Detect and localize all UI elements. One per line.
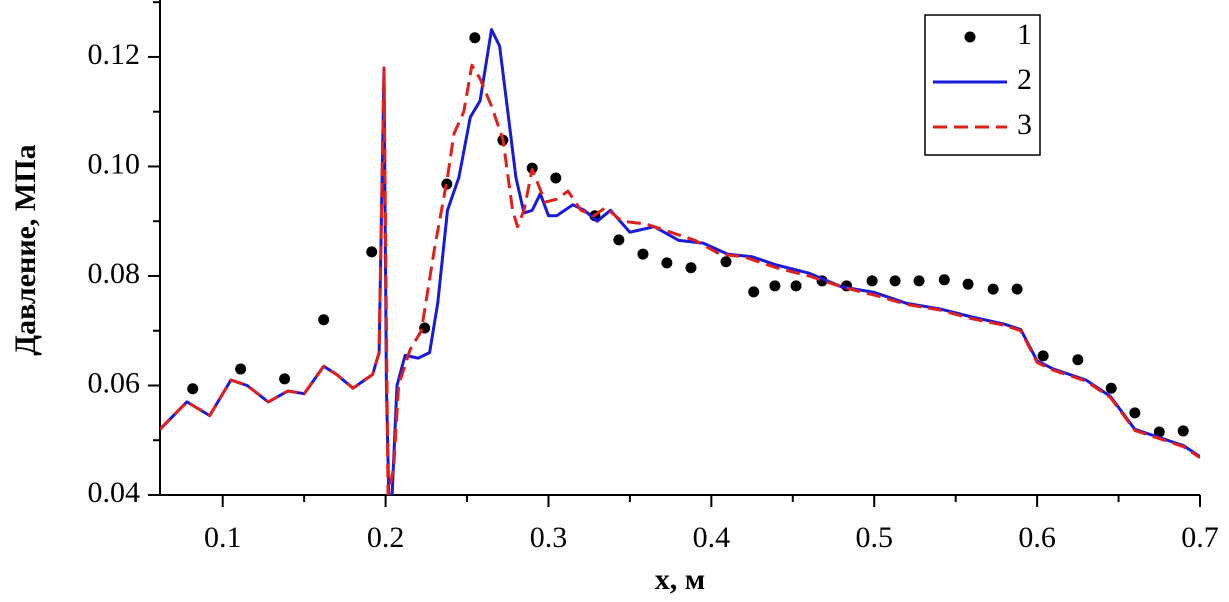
x-tick-label: 0.3 — [530, 521, 568, 554]
data-point — [441, 178, 453, 190]
data-point — [1072, 354, 1084, 366]
x-tick-label: 0.5 — [855, 521, 893, 554]
data-line — [160, 63, 1200, 495]
data-point — [1011, 283, 1023, 295]
data-point — [1177, 425, 1189, 437]
data-point — [769, 280, 781, 292]
data-point — [613, 234, 625, 246]
data-point — [913, 275, 925, 287]
data-point — [318, 314, 330, 326]
data-point — [889, 275, 901, 287]
data-point — [235, 363, 247, 375]
x-tick-label: 0.7 — [1181, 521, 1219, 554]
data-point — [187, 383, 199, 395]
x-axis-label: x, м — [655, 563, 705, 596]
legend-box — [924, 14, 1041, 156]
x-tick-label: 0.2 — [367, 521, 405, 554]
data-point — [1153, 426, 1165, 438]
data-point — [1105, 382, 1117, 394]
data-point — [550, 172, 562, 184]
data-point — [962, 278, 974, 290]
data-point — [987, 283, 999, 295]
x-tick-label: 0.1 — [204, 521, 242, 554]
data-point — [685, 262, 697, 274]
data-point — [1129, 407, 1141, 419]
data-point — [938, 274, 950, 286]
data-point — [790, 280, 802, 292]
y-tick-label: 0.08 — [88, 257, 141, 290]
data-point — [1037, 350, 1049, 362]
data-point — [748, 286, 760, 298]
data-point — [720, 256, 732, 268]
legend-label: 1 — [1017, 18, 1032, 51]
y-axis-label: Давление, МПа — [9, 144, 42, 355]
x-tick-label: 0.4 — [693, 521, 731, 554]
legend-label: 2 — [1017, 63, 1032, 96]
legend-label: 3 — [1017, 108, 1032, 141]
y-tick-label: 0.10 — [88, 147, 141, 180]
data-point — [279, 373, 291, 385]
data-point — [366, 246, 378, 258]
x-tick-label: 0.6 — [1018, 521, 1056, 554]
data-point — [469, 32, 481, 44]
legend-marker — [964, 31, 976, 43]
data-point — [661, 257, 673, 269]
data-point — [866, 275, 878, 287]
y-tick-label: 0.06 — [88, 366, 141, 399]
y-tick-label: 0.04 — [88, 476, 141, 509]
data-point — [637, 248, 649, 260]
y-tick-label: 0.12 — [88, 38, 141, 71]
